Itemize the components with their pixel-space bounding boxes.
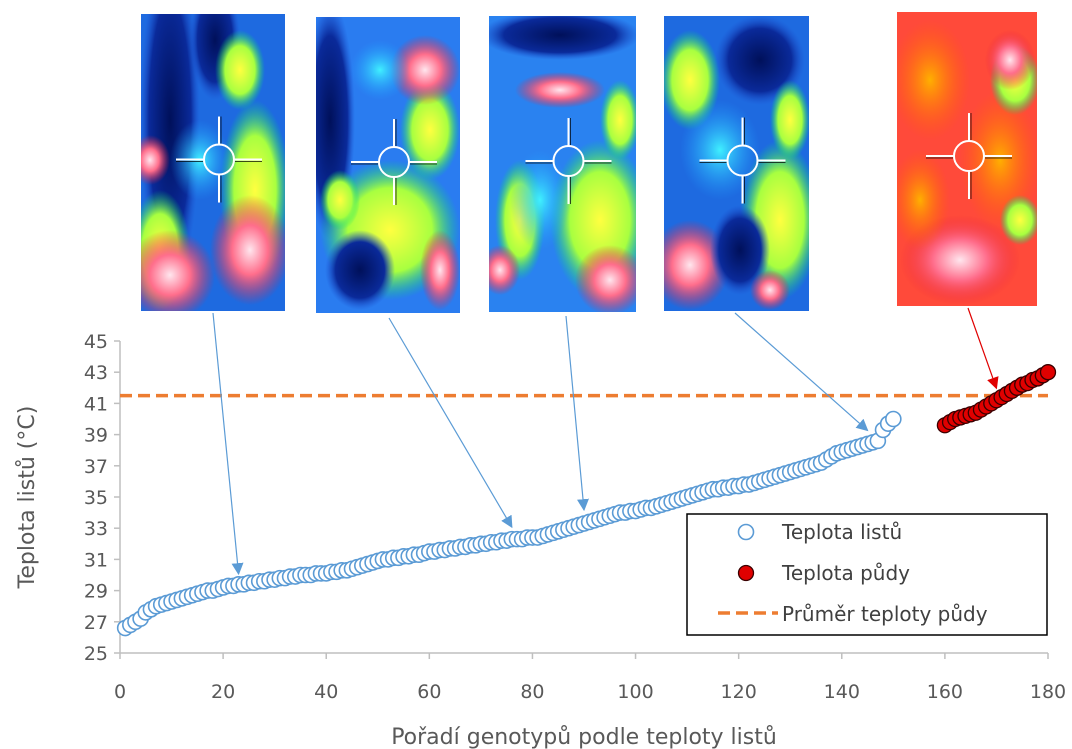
thermal-patch: [215, 30, 265, 110]
crosshair-shadow: [926, 113, 1012, 200]
thermal-image-2: [316, 17, 460, 313]
x-tick-label: 140: [824, 681, 860, 703]
thermal-patch: [141, 135, 170, 185]
thermal-patch: [575, 245, 636, 312]
thermal-patch: [489, 16, 636, 60]
x-tick-label: 40: [314, 681, 338, 703]
thermal-image-5: [897, 12, 1037, 306]
x-tick-label: 100: [617, 681, 653, 703]
thermal-patch: [600, 80, 636, 160]
y-tick-label: 37: [84, 456, 108, 478]
crosshair-shadow: [351, 119, 437, 206]
thermal-patch: [715, 16, 805, 105]
thermal-patch: [320, 170, 360, 230]
y-tick-label: 43: [84, 362, 108, 384]
x-tick-label: 80: [520, 681, 544, 703]
x-tick-label: 180: [1030, 681, 1066, 703]
thermal-image-1: [141, 14, 285, 311]
thermal-patch: [960, 90, 1037, 230]
legend-label-soil-mean: Průměr teploty půdy: [782, 602, 988, 626]
y-axis-title: Teplota listů (°C): [15, 406, 40, 590]
thermal-patch: [1000, 195, 1037, 245]
y-tick-label: 27: [84, 612, 108, 634]
y-tick-label: 39: [84, 425, 108, 447]
thermal-patch: [985, 30, 1035, 90]
arrow-thermal-image-2: [388, 317, 513, 529]
x-tick-label: 160: [927, 681, 963, 703]
y-tick-label: 31: [84, 549, 108, 571]
y-tick-label: 25: [84, 643, 108, 665]
x-tick-label: 20: [211, 681, 235, 703]
thermal-patch: [420, 230, 460, 310]
thermal-patch: [515, 72, 605, 108]
arrow-thermal-image-3: [565, 315, 589, 512]
thermal-patch: [325, 230, 395, 310]
x-tick-label: 120: [721, 681, 757, 703]
thermal-patch: [510, 150, 570, 250]
x-tick-label: 0: [114, 681, 126, 703]
x-tick-label: 60: [417, 681, 441, 703]
thermal-patch: [897, 150, 950, 250]
point-leaf-temperature: [885, 410, 902, 428]
thermal-patch: [750, 270, 790, 310]
crosshair-icon: [699, 117, 786, 204]
thermal-patch: [710, 205, 770, 295]
legend-label-soil: Teplota půdy: [781, 561, 910, 585]
point-soil-temperature: [1039, 364, 1057, 381]
crosshair-shadow: [699, 117, 786, 204]
y-tick-label: 35: [84, 487, 108, 509]
crosshair-icon: [176, 116, 262, 203]
crosshair-icon: [926, 113, 1012, 200]
y-tick-label: 33: [84, 518, 108, 540]
legend-label-leaf: Teplota listů: [781, 520, 902, 544]
thermal-patch: [680, 100, 760, 200]
arrow-thermal-image-1: [212, 312, 244, 576]
thermal-patch: [141, 230, 215, 311]
legend-marker-soil: [737, 564, 755, 582]
thermal-patch: [350, 40, 410, 100]
y-tick-label: 41: [84, 393, 108, 415]
thermal-patch: [489, 245, 520, 295]
crosshair-shadow: [525, 118, 612, 205]
thermal-patch: [210, 195, 285, 305]
y-tick-label: 45: [84, 331, 108, 353]
thermal-patch: [770, 80, 809, 160]
crosshair-shadow: [176, 116, 262, 203]
thermal-patch: [897, 20, 970, 140]
crosshair-icon: [351, 119, 437, 206]
thermal-image-4: [664, 16, 809, 311]
y-tick-label: 29: [84, 581, 108, 603]
x-axis-title: Pořadí genotypů podle teploty listů: [391, 725, 777, 749]
thermal-patch: [390, 35, 460, 105]
arrow-thermal-image-4: [734, 312, 869, 432]
crosshair-icon: [525, 118, 612, 205]
thermal-patch: [400, 80, 460, 180]
legend-marker-leaf: [737, 523, 755, 541]
thermal-image-3: [489, 16, 636, 312]
arrow-thermal-image-5: [967, 307, 999, 390]
